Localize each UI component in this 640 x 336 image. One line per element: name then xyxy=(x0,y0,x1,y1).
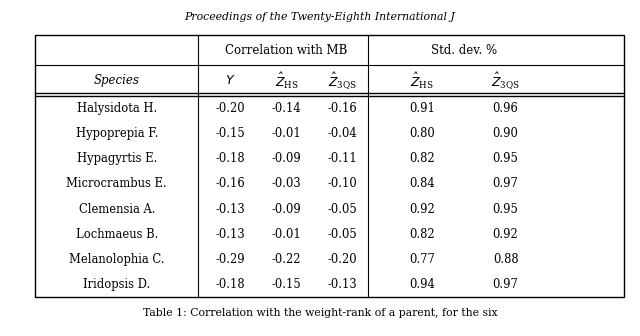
Text: Halysidota H.: Halysidota H. xyxy=(77,102,157,115)
Text: -0.18: -0.18 xyxy=(216,152,245,165)
Text: 0.95: 0.95 xyxy=(493,152,518,165)
Text: -0.20: -0.20 xyxy=(328,253,357,266)
Text: 0.97: 0.97 xyxy=(493,177,518,191)
Text: 0.92: 0.92 xyxy=(493,228,518,241)
Text: -0.15: -0.15 xyxy=(272,278,301,291)
Text: -0.09: -0.09 xyxy=(272,203,301,216)
Text: Proceedings of the Twenty-Eighth International J: Proceedings of the Twenty-Eighth Interna… xyxy=(184,12,456,22)
Text: Iridopsis D.: Iridopsis D. xyxy=(83,278,150,291)
Text: Table 1: Correlation with the weight-rank of a parent, for the six: Table 1: Correlation with the weight-ran… xyxy=(143,307,497,318)
Text: Correlation with MB: Correlation with MB xyxy=(225,44,348,57)
Text: -0.16: -0.16 xyxy=(328,102,357,115)
Text: -0.15: -0.15 xyxy=(216,127,245,140)
Text: -0.13: -0.13 xyxy=(328,278,357,291)
Text: -0.03: -0.03 xyxy=(272,177,301,191)
Text: Std. dev. %: Std. dev. % xyxy=(431,44,497,57)
Text: Lochmaeus B.: Lochmaeus B. xyxy=(76,228,158,241)
Text: 0.80: 0.80 xyxy=(410,127,435,140)
Text: $\hat{Z}_{\mathregular{HS}}$: $\hat{Z}_{\mathregular{HS}}$ xyxy=(410,71,435,91)
Text: Clemensia A.: Clemensia A. xyxy=(79,203,155,216)
Text: -0.29: -0.29 xyxy=(216,253,245,266)
Text: Microcrambus E.: Microcrambus E. xyxy=(67,177,167,191)
Text: -0.10: -0.10 xyxy=(328,177,357,191)
Text: -0.13: -0.13 xyxy=(216,228,245,241)
Text: $\hat{Z}_{\mathregular{3QS}}$: $\hat{Z}_{\mathregular{3QS}}$ xyxy=(491,70,520,91)
Text: 0.96: 0.96 xyxy=(493,102,518,115)
Text: 0.95: 0.95 xyxy=(493,203,518,216)
Text: -0.05: -0.05 xyxy=(328,203,357,216)
Text: 0.82: 0.82 xyxy=(410,228,435,241)
Text: 0.84: 0.84 xyxy=(410,177,435,191)
Text: -0.05: -0.05 xyxy=(328,228,357,241)
Text: -0.11: -0.11 xyxy=(328,152,357,165)
Text: $\hat{Z}_{\mathregular{HS}}$: $\hat{Z}_{\mathregular{HS}}$ xyxy=(275,71,299,91)
Text: 0.97: 0.97 xyxy=(493,278,518,291)
Text: 0.88: 0.88 xyxy=(493,253,518,266)
Text: Species: Species xyxy=(94,74,140,87)
Text: 0.77: 0.77 xyxy=(410,253,435,266)
Text: -0.18: -0.18 xyxy=(216,278,245,291)
Text: -0.22: -0.22 xyxy=(272,253,301,266)
Text: -0.01: -0.01 xyxy=(272,228,301,241)
Text: -0.09: -0.09 xyxy=(272,152,301,165)
Text: $\hat{Z}_{\mathregular{3QS}}$: $\hat{Z}_{\mathregular{3QS}}$ xyxy=(328,70,357,91)
Text: -0.04: -0.04 xyxy=(328,127,357,140)
Text: Melanolophia C.: Melanolophia C. xyxy=(69,253,164,266)
Text: 0.82: 0.82 xyxy=(410,152,435,165)
Text: 0.92: 0.92 xyxy=(410,203,435,216)
Text: -0.20: -0.20 xyxy=(216,102,245,115)
Text: Hypagyrtis E.: Hypagyrtis E. xyxy=(77,152,157,165)
Text: -0.01: -0.01 xyxy=(272,127,301,140)
Text: 0.94: 0.94 xyxy=(410,278,435,291)
Text: 0.91: 0.91 xyxy=(410,102,435,115)
Text: -0.14: -0.14 xyxy=(272,102,301,115)
Text: $Y$: $Y$ xyxy=(225,74,236,87)
Text: -0.16: -0.16 xyxy=(216,177,245,191)
Text: Hypoprepia F.: Hypoprepia F. xyxy=(76,127,158,140)
Text: -0.13: -0.13 xyxy=(216,203,245,216)
Text: 0.90: 0.90 xyxy=(493,127,518,140)
